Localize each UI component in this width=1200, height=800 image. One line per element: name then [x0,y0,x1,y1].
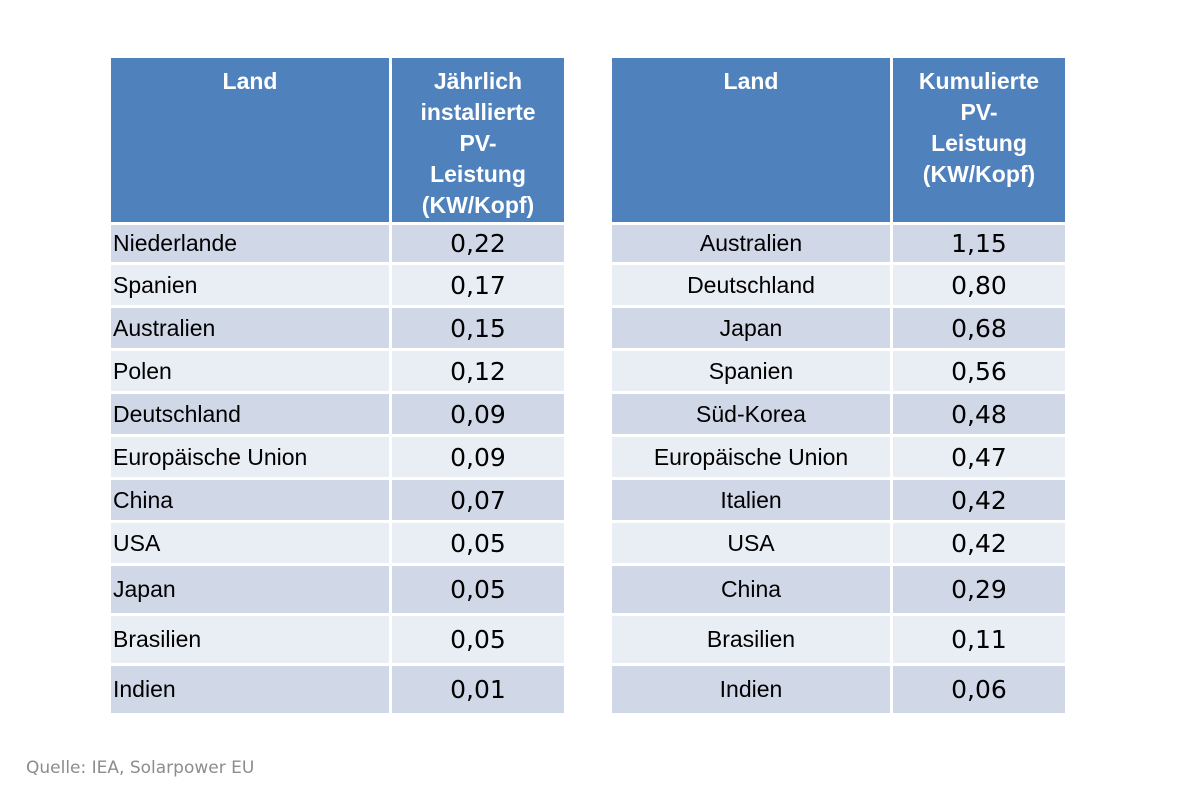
table-row: Europäische Union 0,09 [111,437,564,477]
table-row: Deutschland 0,09 [111,394,564,434]
value-cell: 0,05 [392,616,564,663]
source-note: Quelle: IEA, Solarpower EU [26,758,255,778]
table-row: USA 0,42 [612,523,1065,563]
table-header-row: Land Jährlich installierte PV- Leistung … [111,58,564,222]
table-row: China 0,29 [612,566,1065,613]
table-row: China 0,07 [111,480,564,520]
table-row: USA 0,05 [111,523,564,563]
country-cell: Europäische Union [111,437,389,477]
value-cell: 0,80 [893,265,1065,305]
country-cell: Indien [612,666,890,713]
value-cell: 0,68 [893,308,1065,348]
country-cell: Spanien [111,265,389,305]
value-cell: 0,56 [893,351,1065,391]
cumulative-pv-table: Land Kumulierte PV- Leistung (KW/Kopf) A… [609,55,1068,716]
value-cell: 0,07 [392,480,564,520]
table-row: Niederlande 0,22 [111,225,564,262]
table-row: Indien 0,06 [612,666,1065,713]
value-cell: 0,09 [392,437,564,477]
table-row: Indien 0,01 [111,666,564,713]
header-line: PV- [459,130,497,156]
annual-pv-table: Land Jährlich installierte PV- Leistung … [108,55,567,716]
value-cell: 0,06 [893,666,1065,713]
country-cell: Japan [111,566,389,613]
header-country: Land [111,58,389,222]
header-line: Leistung [430,161,526,187]
header-line: PV- [960,99,998,125]
table-row: Spanien 0,56 [612,351,1065,391]
country-cell: Brasilien [612,616,890,663]
table-row: Australien 1,15 [612,225,1065,262]
value-cell: 0,12 [392,351,564,391]
header-line: (KW/Kopf) [922,161,1036,187]
country-cell: USA [612,523,890,563]
country-cell: Deutschland [612,265,890,305]
value-cell: 0,22 [392,225,564,262]
table-row: Spanien 0,17 [111,265,564,305]
table-row: Australien 0,15 [111,308,564,348]
header-country: Land [612,58,890,222]
country-cell: Indien [111,666,389,713]
country-cell: Deutschland [111,394,389,434]
country-cell: Süd-Korea [612,394,890,434]
country-cell: China [111,480,389,520]
country-cell: USA [111,523,389,563]
header-line: Jährlich [433,68,523,94]
value-cell: 0,47 [893,437,1065,477]
table-row: Europäische Union 0,47 [612,437,1065,477]
header-line: Kumulierte [918,68,1040,94]
country-cell: Australien [612,225,890,262]
country-cell: Niederlande [111,225,389,262]
value-cell: 0,42 [893,523,1065,563]
value-cell: 0,29 [893,566,1065,613]
table-row: Japan 0,68 [612,308,1065,348]
value-cell: 0,17 [392,265,564,305]
value-cell: 0,05 [392,523,564,563]
header-cumulative-value: Kumulierte PV- Leistung (KW/Kopf) [893,58,1065,222]
value-cell: 1,15 [893,225,1065,262]
value-cell: 0,05 [392,566,564,613]
table-row: Brasilien 0,11 [612,616,1065,663]
table-header-row: Land Kumulierte PV- Leistung (KW/Kopf) [612,58,1065,222]
table-row: Brasilien 0,05 [111,616,564,663]
header-annual-value: Jährlich installierte PV- Leistung (KW/K… [392,58,564,222]
country-cell: Europäische Union [612,437,890,477]
table-row: Deutschland 0,80 [612,265,1065,305]
value-cell: 0,42 [893,480,1065,520]
country-cell: Brasilien [111,616,389,663]
country-cell: Polen [111,351,389,391]
table-row: Japan 0,05 [111,566,564,613]
table-row: Süd-Korea 0,48 [612,394,1065,434]
value-cell: 0,15 [392,308,564,348]
value-cell: 0,48 [893,394,1065,434]
table-row: Italien 0,42 [612,480,1065,520]
country-cell: Italien [612,480,890,520]
country-cell: China [612,566,890,613]
country-cell: Spanien [612,351,890,391]
table-row: Polen 0,12 [111,351,564,391]
header-line: Leistung [931,130,1027,156]
value-cell: 0,11 [893,616,1065,663]
header-line: installierte [420,99,536,125]
header-line: (KW/Kopf) [421,192,535,218]
country-cell: Japan [612,308,890,348]
value-cell: 0,09 [392,394,564,434]
country-cell: Australien [111,308,389,348]
value-cell: 0,01 [392,666,564,713]
